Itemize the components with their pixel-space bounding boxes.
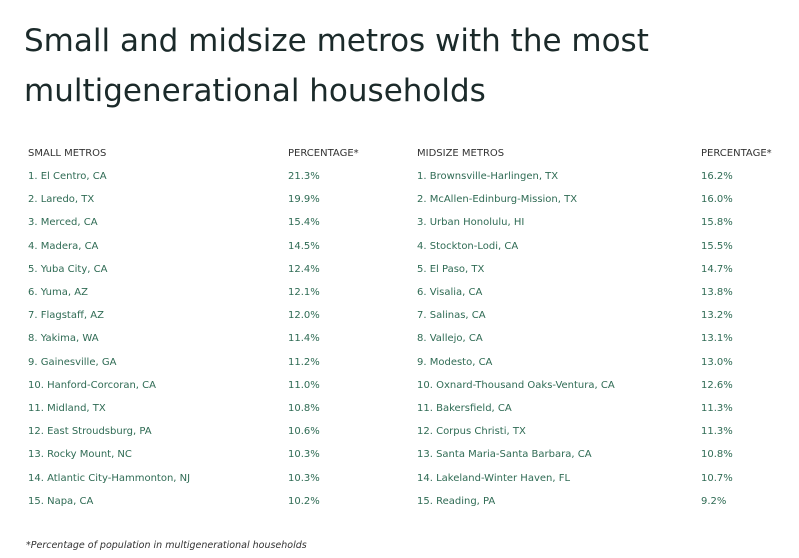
percentage: 12.0% <box>288 310 320 322</box>
column-header: PERCENTAGE* <box>701 148 772 159</box>
percentage: 14.5% <box>288 240 320 252</box>
percentage: 13.8% <box>701 287 733 298</box>
percentage: 12.6% <box>701 379 733 391</box>
percentage: 10.2% <box>288 495 320 507</box>
percentage: 12.1% <box>288 287 320 298</box>
metro: 13. Santa Maria-Santa Barbara, CA <box>417 449 592 461</box>
metro: 4. Madera, CA <box>28 240 99 252</box>
metro: 7. Flagstaff, AZ <box>28 310 104 322</box>
metro: 5. El Paso, TX <box>417 263 485 275</box>
percentage: 15.8% <box>701 217 733 229</box>
metro: 1. Brownsville-Harlingen, TX <box>417 171 559 182</box>
metro: 1. El Centro, CA <box>28 171 107 182</box>
title: Small and midsize metros with the most m… <box>24 23 649 109</box>
percentage: 11.3% <box>701 403 733 414</box>
percentage: 10.3% <box>288 472 320 484</box>
percentage: 13.2% <box>701 310 733 322</box>
metro: 2. Laredo, TX <box>28 194 95 206</box>
metro: 3. Urban Honolulu, HI <box>417 217 525 229</box>
metro: 2. McAllen-Edinburg-Mission, TX <box>417 194 578 206</box>
metro: 13. Rocky Mount, NC <box>28 449 132 461</box>
percentage: 15.5% <box>701 240 733 252</box>
metro: 14. Lakeland-Winter Haven, FL <box>417 472 571 484</box>
percentage: 13.0% <box>701 356 733 368</box>
column-header: SMALL METROS <box>28 148 107 159</box>
metro: 5. Yuba City, CA <box>28 263 108 275</box>
column-header: MIDSIZE METROS <box>417 148 505 159</box>
percentage: 10.8% <box>288 403 320 414</box>
percentage: 19.9% <box>288 194 320 206</box>
percentage: 11.3% <box>701 426 733 438</box>
metro: 8. Yakima, WA <box>28 333 99 345</box>
percentage: 10.3% <box>288 449 320 461</box>
percentage: 12.4% <box>288 263 320 275</box>
metro: 11. Midland, TX <box>28 403 106 414</box>
percentage: 10.7% <box>701 472 733 484</box>
percentage: 10.6% <box>288 426 320 438</box>
metro: 6. Visalia, CA <box>417 287 483 298</box>
percentage: 9.2% <box>701 495 727 507</box>
metro: 10. Hanford-Corcoran, CA <box>28 379 156 391</box>
percentage: 10.8% <box>701 449 733 461</box>
metro: 12. East Stroudsburg, PA <box>28 426 152 438</box>
percentage: 11.4% <box>288 333 320 345</box>
percentage: 15.4% <box>288 217 320 229</box>
percentage: 14.7% <box>701 263 733 275</box>
column-header: PERCENTAGE* <box>288 148 359 159</box>
metro: 7. Salinas, CA <box>417 310 486 322</box>
percentage: 13.1% <box>701 333 733 345</box>
percentage: 11.2% <box>288 356 320 368</box>
metro: 10. Oxnard-Thousand Oaks-Ventura, CA <box>417 379 615 391</box>
metro: 15. Napa, CA <box>28 495 94 507</box>
metro: 12. Corpus Christi, TX <box>417 426 526 438</box>
metro: 14. Atlantic City-Hammonton, NJ <box>28 472 191 484</box>
metro: 8. Vallejo, CA <box>417 333 483 345</box>
percentage: 11.0% <box>288 379 320 391</box>
percentage: 16.2% <box>701 171 733 182</box>
metro: 9. Gainesville, GA <box>28 356 117 368</box>
metro: 9. Modesto, CA <box>417 356 493 368</box>
percentage: 16.0% <box>701 194 733 206</box>
footnote: *Percentage of population in multigenera… <box>26 540 307 551</box>
metro: 6. Yuma, AZ <box>28 287 88 298</box>
metro: 3. Merced, CA <box>28 217 98 229</box>
metro: 11. Bakersfield, CA <box>417 403 512 414</box>
metro: 15. Reading, PA <box>417 495 496 507</box>
metro: 4. Stockton-Lodi, CA <box>417 240 519 252</box>
percentage: 21.3% <box>288 171 320 182</box>
